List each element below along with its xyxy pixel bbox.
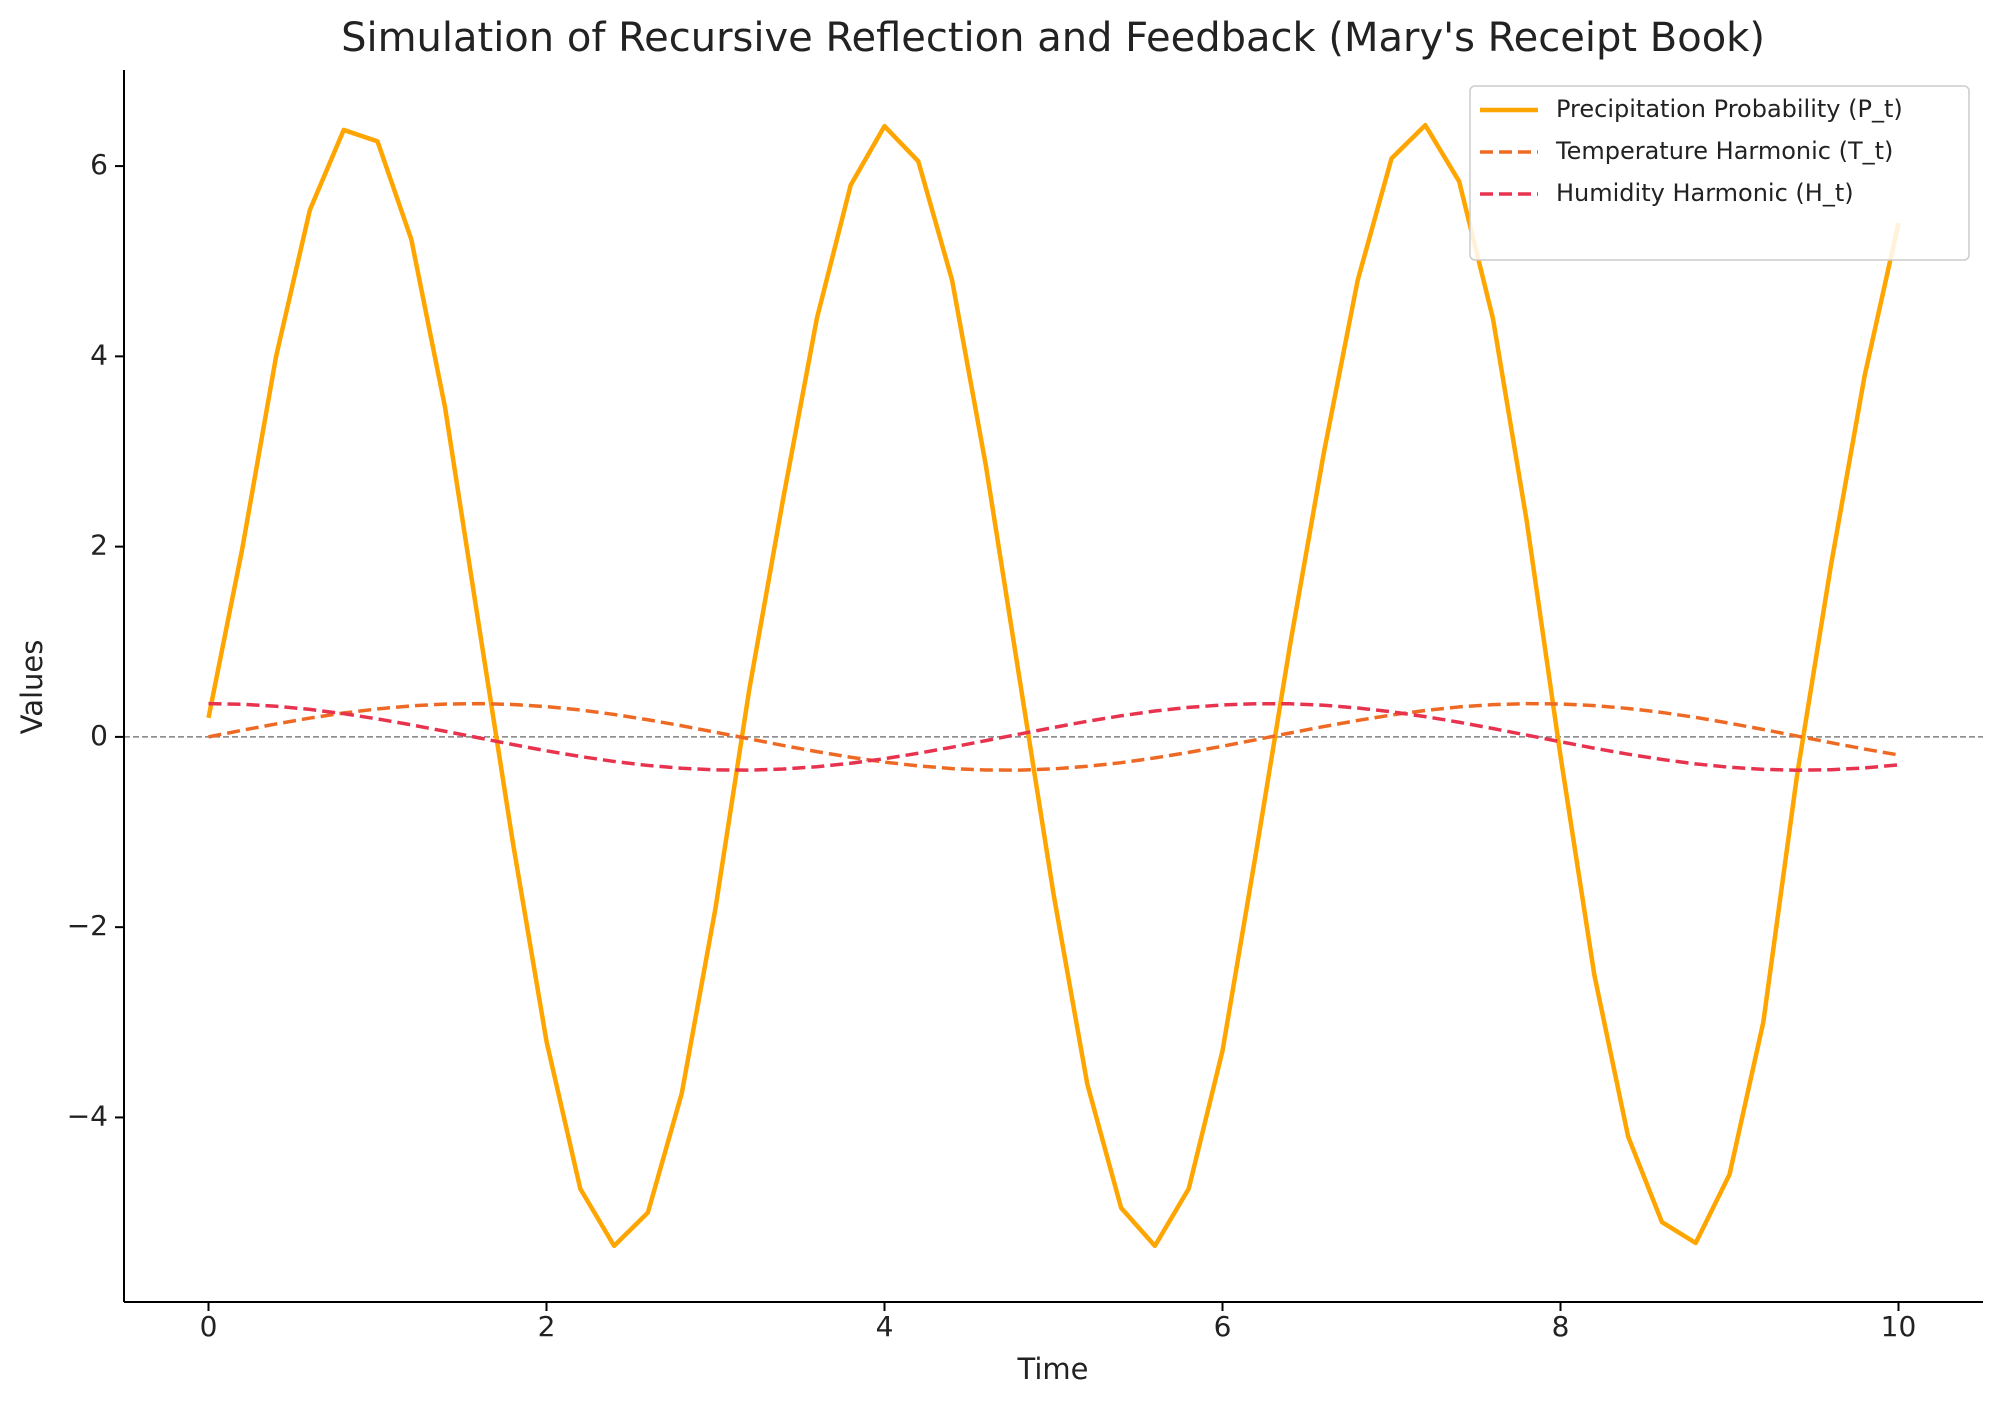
y-tick-label: 6 [90,148,108,181]
x-tick-label: 4 [876,1310,894,1343]
series-line [206,122,1901,1249]
x-tick-label: 10 [1881,1310,1917,1343]
legend-box [1469,85,1970,261]
legend-label: Precipitation Probability (P_t) [1556,95,1903,123]
x-axis-label: Time [1017,1352,1089,1386]
legend: Precipitation Probability (P_t) Temperatu… [1469,85,1970,261]
y-axis-label: Values [15,640,49,735]
x-tick-label: 8 [1552,1310,1570,1343]
x-tick-label: 2 [538,1310,556,1343]
y-tick-label: −2 [67,909,108,942]
x-tick-label: 0 [200,1310,218,1343]
y-tick-label: 2 [90,529,108,562]
x-tick-label: 6 [1214,1310,1232,1343]
y-tick-label: 0 [90,719,108,752]
chart-title: Simulation of Recursive Reflection and F… [341,15,1765,61]
y-tick-label: 4 [90,338,108,371]
legend-label: Temperature Harmonic (T_t) [1555,137,1893,165]
y-tick-label: −4 [67,1099,108,1132]
legend-label: Humidity Harmonic (H_t) [1556,179,1854,207]
